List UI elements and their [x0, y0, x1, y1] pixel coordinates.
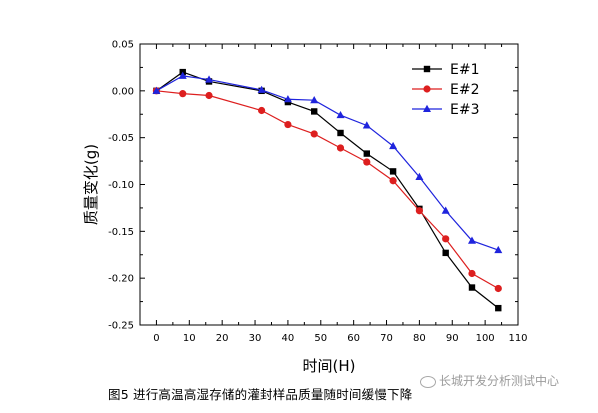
data-point: [205, 75, 214, 83]
x-tick-label: 110: [508, 333, 527, 344]
data-point: [152, 86, 161, 94]
data-point: [362, 121, 371, 129]
data-point: [415, 172, 424, 181]
y-tick-label: -0.25: [108, 321, 134, 332]
data-point: [389, 141, 398, 150]
legend-item-1: E#1: [412, 62, 479, 78]
y-tick-label: -0.20: [108, 274, 134, 285]
data-point: [336, 110, 345, 119]
y-axis-label: 质量变化(g): [82, 144, 100, 225]
x-tick-label: 30: [249, 333, 262, 344]
data-point: [442, 249, 449, 257]
series-layer: [152, 68, 503, 312]
wechat-icon: [420, 375, 436, 388]
data-point: [494, 284, 502, 293]
data-point: [389, 168, 397, 175]
data-point: [311, 108, 318, 115]
x-tick-label: 10: [183, 333, 196, 344]
data-point: [389, 177, 397, 185]
data-point: [442, 235, 450, 243]
x-tick-label: 0: [153, 333, 159, 344]
data-point: [495, 304, 502, 312]
data-point: [205, 91, 213, 100]
legend-label: E#3: [450, 102, 479, 118]
x-tick-label: 100: [476, 333, 495, 344]
data-point: [258, 106, 266, 115]
data-point: [179, 90, 187, 98]
x-tick-label: 60: [347, 333, 360, 344]
data-point: [337, 129, 344, 137]
watermark: 长城开发分析测试中心: [420, 372, 559, 389]
series-3: [152, 71, 503, 254]
watermark-text: 长城开发分析测试中心: [439, 374, 560, 388]
data-point: [178, 71, 187, 79]
data-point: [415, 207, 423, 215]
data-point: [257, 85, 266, 93]
legend-item-2: E#2: [412, 82, 479, 98]
data-point: [310, 96, 319, 104]
legend: E#1 E#2 E#3: [412, 62, 479, 118]
legend-label: E#2: [450, 82, 479, 98]
data-point: [310, 130, 318, 138]
x-tick-label: 20: [216, 333, 229, 344]
legend-item-3: E#3: [412, 102, 479, 118]
x-axis-label: 时间(H): [303, 357, 356, 375]
y-tick-label: -0.05: [108, 133, 134, 144]
y-tick-label: -0.10: [108, 180, 134, 191]
legend-label: E#1: [450, 62, 479, 78]
axes: 0 10 20 30 40 50 60 70 80 90 100 110 0.05 0.00 -0.05 -0…: [82, 40, 528, 376]
data-point: [283, 95, 292, 103]
data-point: [468, 269, 476, 278]
series-2: [152, 87, 502, 293]
data-point: [363, 150, 370, 157]
data-point: [468, 284, 476, 291]
x-tick-label: 70: [380, 333, 393, 344]
x-tick-label: 50: [314, 333, 327, 344]
legend-marker: [423, 104, 431, 112]
x-tick-label: 40: [282, 333, 295, 344]
data-point: [336, 144, 345, 152]
data-point: [363, 158, 371, 166]
y-tick-label: -0.15: [108, 227, 134, 238]
series-line: [156, 75, 499, 251]
x-tick-label: 90: [446, 333, 459, 344]
data-point: [284, 120, 292, 129]
data-point: [441, 206, 450, 214]
data-point: [467, 236, 476, 244]
x-tick-label: 80: [413, 333, 426, 344]
y-tick-label: 0.05: [112, 40, 134, 51]
data-point: [494, 245, 503, 254]
legend-marker: [423, 85, 431, 93]
series-line: [156, 90, 499, 289]
y-tick-label: 0.00: [112, 86, 134, 97]
legend-marker: [423, 65, 431, 73]
figure-caption: 图5 进行高温高湿存储的灌封样品质量随时间缓慢下降: [108, 387, 413, 402]
